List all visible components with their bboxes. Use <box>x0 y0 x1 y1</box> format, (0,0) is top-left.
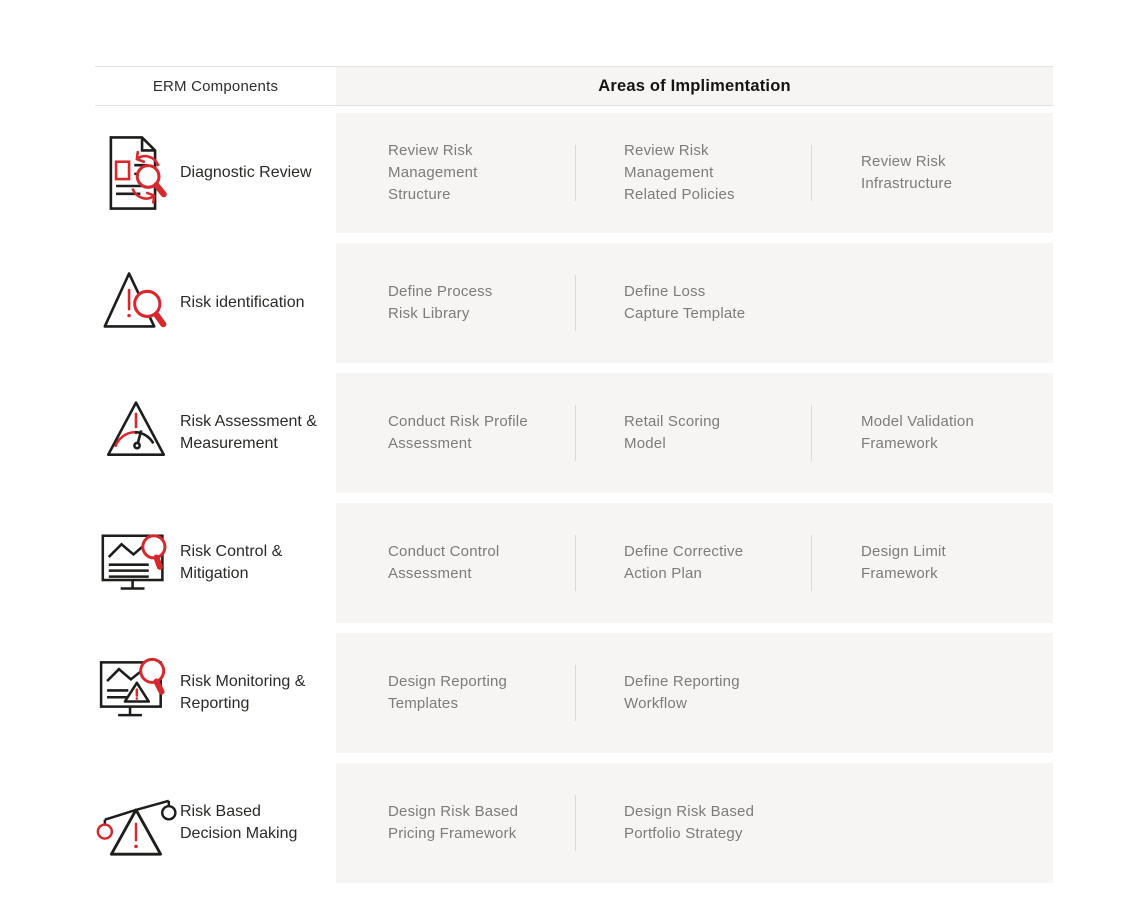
implementation-item: Review Risk Management Structure <box>388 142 478 203</box>
implementation-item: Design Risk Based Portfolio Strategy <box>624 803 755 842</box>
implementation-item: Conduct Risk Profile Assessment <box>388 413 528 452</box>
table-row: Risk Control & Mitigation Conduct Contro… <box>95 503 1053 623</box>
implementation-item: Define Reporting Workflow <box>624 673 740 712</box>
implementation-panel: Review Risk Management Structure Review … <box>336 113 1053 233</box>
component-label: Diagnostic Review <box>180 164 312 181</box>
erm-table: ERM Components Areas of Implimentation <box>95 66 1053 893</box>
component-label: Risk Monitoring & Reporting <box>180 673 306 712</box>
table-row: Risk Assessment & Measurement Conduct Ri… <box>95 373 1053 493</box>
implementation-item: Define Process Risk Library <box>388 283 493 322</box>
item-divider <box>575 145 576 201</box>
component-cell: Risk identification <box>95 243 336 363</box>
item-divider <box>811 145 812 201</box>
item-divider <box>575 275 576 331</box>
header-areas-of-implementation: Areas of Implimentation <box>336 67 1053 105</box>
implementation-panel: Design Reporting Templates Define Report… <box>336 633 1053 753</box>
table-row: Diagnostic Review Review Risk Management… <box>95 113 1053 233</box>
item-divider <box>811 405 812 461</box>
scale-warning-icon <box>95 781 177 865</box>
component-cell: Diagnostic Review <box>95 113 336 233</box>
implementation-panel: Conduct Risk Profile Assessment Retail S… <box>336 373 1053 493</box>
table-body: Diagnostic Review Review Risk Management… <box>95 113 1053 883</box>
implementation-item: Review Risk Management Related Policies <box>624 142 735 203</box>
implementation-panel: Conduct Control Assessment Define Correc… <box>336 503 1053 623</box>
component-cell: Risk Assessment & Measurement <box>95 373 336 493</box>
component-cell: Risk Control & Mitigation <box>95 503 336 623</box>
component-label: Risk Based Decision Making <box>180 803 298 842</box>
component-label: Risk Control & Mitigation <box>180 543 283 582</box>
implementation-panel: Define Process Risk Library Define Loss … <box>336 243 1053 363</box>
table-row: Risk identification Define Process Risk … <box>95 243 1053 363</box>
component-cell: Risk Based Decision Making <box>95 763 336 883</box>
component-cell: Risk Monitoring & Reporting <box>95 633 336 753</box>
implementation-item: Design Risk Based Pricing Framework <box>388 803 519 842</box>
monitor-chart-magnifier-icon <box>95 521 177 605</box>
implementation-item: Retail Scoring Model <box>624 413 721 452</box>
table-row: Risk Based Decision Making Design Risk B… <box>95 763 1053 883</box>
table-header: ERM Components Areas of Implimentation <box>95 66 1053 106</box>
monitor-alert-magnifier-icon <box>95 651 177 735</box>
header-erm-components: ERM Components <box>95 67 336 105</box>
implementation-item: Define Corrective Action Plan <box>624 543 744 582</box>
gauge-warning-icon <box>95 391 177 475</box>
component-label: Risk Assessment & Measurement <box>180 413 317 452</box>
warning-magnifier-icon <box>95 261 177 345</box>
implementation-item: Design Limit Framework <box>861 543 946 582</box>
item-divider <box>575 535 576 591</box>
table-row: Risk Monitoring & Reporting Design Repor… <box>95 633 1053 753</box>
item-divider <box>575 665 576 721</box>
implementation-item: Model Validation Framework <box>861 413 974 452</box>
item-divider <box>575 405 576 461</box>
document-magnifier-icon <box>95 131 177 215</box>
implementation-item: Review Risk Infrastructure <box>861 153 953 192</box>
implementation-item: Design Reporting Templates <box>388 673 508 712</box>
implementation-item: Define Loss Capture Template <box>624 283 746 322</box>
item-divider <box>811 535 812 591</box>
component-label: Risk identification <box>180 294 305 311</box>
implementation-panel: Design Risk Based Pricing Framework Desi… <box>336 763 1053 883</box>
implementation-item: Conduct Control Assessment <box>388 543 500 582</box>
item-divider <box>575 795 576 851</box>
